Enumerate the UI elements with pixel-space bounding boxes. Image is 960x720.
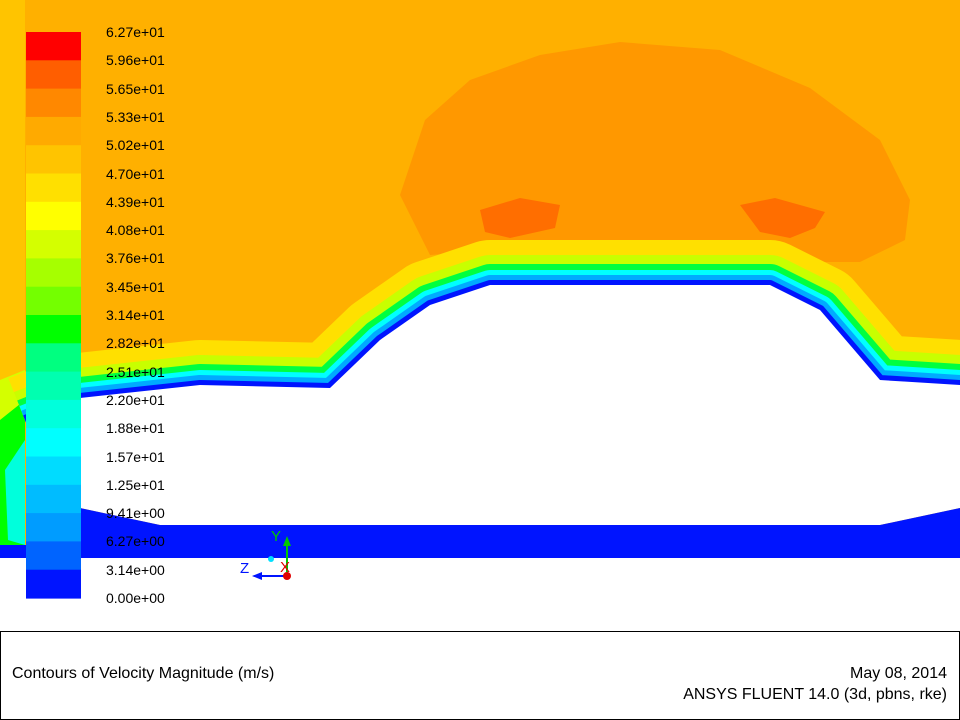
colorbar-band: [26, 371, 81, 401]
y-axis-label: Y: [271, 528, 281, 545]
software-version: ANSYS FLUENT 14.0 (3d, pbns, rke): [683, 686, 947, 703]
colorbar-tick-label: 4.39e+01: [106, 193, 165, 210]
colorbar-band: [26, 315, 81, 344]
colorbar-band: [26, 399, 81, 429]
colorbar-tick-label: 6.27e+01: [106, 24, 165, 40]
colorbar-band: [26, 343, 81, 373]
axes-triad: Y X Z: [240, 528, 291, 580]
colorbar-tick-label: 2.82e+01: [106, 335, 165, 352]
colorbar-band: [26, 456, 81, 486]
colorbar-band: [26, 513, 81, 542]
colorbar-band: [26, 569, 81, 599]
plot-date: May 08, 2014: [850, 665, 947, 682]
colorbar-band: [26, 88, 81, 118]
title-box: Contours of Velocity Magnitude (m/s) May…: [0, 631, 960, 720]
colorbar-band: [26, 258, 81, 288]
colorbar-tick-label: 3.14e+01: [106, 307, 165, 323]
colorbar-band: [26, 173, 81, 203]
colorbar-band: [26, 484, 81, 514]
colorbar-tick-label: 1.25e+01: [106, 476, 165, 493]
colorbar-band: [26, 286, 81, 316]
colorbar-tick-label: 2.51e+01: [106, 363, 165, 380]
colorbar-band: [26, 541, 81, 571]
roof-peak-right: [740, 198, 825, 238]
colorbar-tick-label: 5.02e+01: [106, 137, 165, 154]
left-low-speed-region-core: [5, 440, 25, 545]
colorbar-tick-label: 5.96e+01: [106, 52, 165, 69]
colorbar-tick-label: 5.33e+01: [106, 108, 165, 125]
x-axis-label: X: [280, 559, 290, 576]
z-axis-label: Z: [240, 560, 249, 577]
colorbar-band: [26, 145, 81, 175]
colorbar-band: [26, 32, 81, 61]
colorbar-tick-label: 3.76e+01: [106, 250, 165, 267]
colorbar-tick-label: 5.65e+01: [106, 80, 165, 97]
colorbar-band: [26, 428, 81, 458]
colorbar-tick-label: 4.70e+01: [106, 165, 165, 182]
colorbar-tick-label: 6.27e+00: [106, 533, 165, 550]
colorbar-band: [26, 230, 81, 259]
colorbar-band: [26, 60, 81, 90]
contour-plot: Y X Z: [0, 0, 960, 630]
colorbar-tick-label: 4.08e+01: [106, 222, 165, 239]
ground-region: [0, 558, 960, 630]
car-body: [80, 285, 960, 525]
triad-origin-marker: [268, 556, 274, 562]
colorbar-tick-label: 2.20e+01: [106, 391, 165, 408]
colorbar-tick-label: 3.14e+00: [106, 561, 165, 578]
colorbar-tick-label: 0.00e+00: [106, 590, 165, 606]
ground-boundary-layer: [0, 508, 960, 558]
colorbar-band: [26, 116, 81, 146]
x-axis-origin: [283, 572, 291, 580]
plot-title: Contours of Velocity Magnitude (m/s): [12, 665, 275, 682]
colorbar: [26, 32, 81, 599]
colorbar-tick-label: 1.88e+01: [106, 420, 165, 437]
y-axis-arrowhead: [283, 536, 291, 546]
roof-peak-left: [480, 198, 560, 238]
colorbar-tick-label: 1.57e+01: [106, 448, 165, 465]
colorbar-tick-label: 3.45e+01: [106, 278, 165, 295]
colorbar-tick-label: 9.41e+00: [106, 505, 165, 522]
z-axis-arrowhead: [252, 572, 262, 580]
colorbar-band: [26, 201, 81, 231]
